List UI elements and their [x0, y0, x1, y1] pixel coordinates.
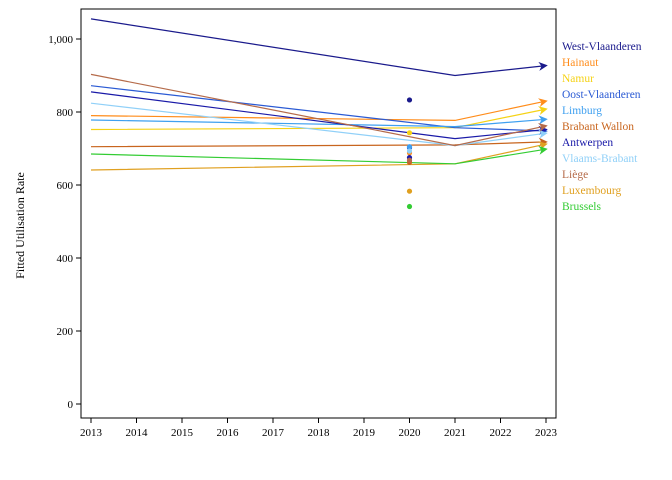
legend-entry: West-Vlaanderen — [562, 41, 642, 53]
legend-entry: Oost-Vlaanderen — [562, 89, 641, 101]
series-line-10 — [90, 145, 548, 165]
x-tick-label: 2018 — [308, 427, 331, 439]
legend-entry: Antwerpen — [562, 137, 613, 149]
y-axis: 0 200 400 600 800 1,000 — [48, 34, 81, 411]
x-tick-label: 2017 — [262, 427, 285, 439]
legend-entry: Vlaams-Brabant — [562, 153, 638, 165]
series-point-0 — [406, 97, 413, 103]
series-line-8 — [90, 73, 548, 147]
legend: West-Vlaanderen Hainaut Namur Oost-Vlaander… — [562, 41, 642, 213]
y-tick-label: 200 — [57, 326, 74, 338]
y-tick-label: 600 — [57, 180, 74, 192]
legend-entry: Liège — [562, 169, 588, 181]
series-point-10 — [406, 203, 413, 210]
series-line-5 — [90, 137, 548, 148]
y-axis-title: Fitted Utilisation Rate — [13, 172, 27, 279]
x-tick-label: 2016 — [217, 427, 240, 439]
legend-entry: Brabant Wallon — [562, 121, 634, 133]
legend-entry: Luxembourg — [562, 185, 621, 197]
legend-entry: Hainaut — [562, 57, 599, 69]
x-axis: 2013 2014 2015 2016 2017 2018 2019 2020 2021 2022… — [80, 418, 558, 439]
points-layer — [406, 97, 413, 210]
series-point-9 — [406, 188, 413, 194]
series-point-4 — [406, 144, 413, 150]
series-line-4 — [90, 115, 548, 128]
x-tick-label: 2014 — [126, 427, 149, 439]
x-tick-label: 2023 — [535, 427, 558, 439]
x-tick-label: 2020 — [399, 427, 422, 439]
series-layer — [90, 18, 548, 171]
legend-entry: Brussels — [562, 201, 602, 213]
x-tick-label: 2022 — [490, 427, 512, 439]
series-point-7 — [406, 148, 413, 154]
x-tick-label: 2013 — [80, 427, 103, 439]
series-line-3 — [90, 85, 548, 136]
y-tick-label: 0 — [68, 399, 74, 411]
y-tick-label: 400 — [57, 253, 74, 265]
legend-entry: Namur — [562, 73, 594, 85]
series-line-0 — [90, 18, 548, 77]
x-tick-label: 2015 — [171, 427, 194, 439]
plot-frame — [80, 8, 557, 419]
y-tick-label: 1,000 — [48, 34, 73, 46]
x-tick-label: 2021 — [444, 427, 466, 439]
series-point-8 — [406, 157, 413, 163]
x-tick-label: 2019 — [353, 427, 376, 439]
series-line-9 — [90, 141, 548, 171]
y-tick-label: 800 — [57, 107, 74, 119]
legend-entry: Limburg — [562, 105, 602, 117]
series-point-2 — [406, 130, 413, 136]
